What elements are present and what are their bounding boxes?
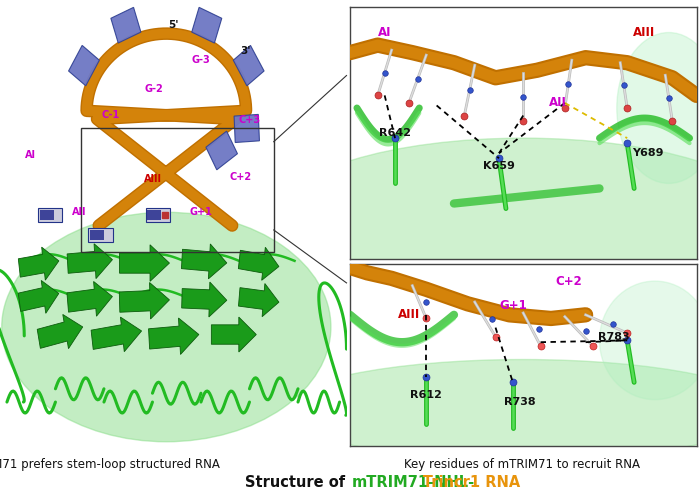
Text: mTRIM71-NHL-: mTRIM71-NHL- [351, 475, 475, 490]
FancyArrow shape [120, 245, 169, 282]
Text: R642: R642 [379, 128, 411, 138]
Text: Key residues of mTRIM71 to recruit RNA: Key residues of mTRIM71 to recruit RNA [403, 458, 640, 471]
Text: AIII: AIII [398, 308, 420, 321]
Polygon shape [146, 208, 170, 222]
Text: AI: AI [378, 26, 391, 39]
Polygon shape [234, 114, 260, 142]
Text: AI: AI [25, 150, 36, 160]
Text: Y689: Y689 [632, 148, 664, 158]
Ellipse shape [1, 212, 331, 442]
Polygon shape [234, 114, 260, 142]
Polygon shape [192, 7, 222, 43]
FancyArrow shape [67, 282, 113, 316]
Polygon shape [111, 7, 141, 43]
Text: AIII: AIII [634, 26, 656, 39]
Ellipse shape [281, 138, 700, 289]
Polygon shape [69, 45, 99, 86]
FancyArrow shape [91, 317, 141, 352]
Ellipse shape [599, 281, 700, 400]
FancyArrow shape [18, 281, 59, 314]
Ellipse shape [281, 359, 700, 460]
Text: 3': 3' [241, 46, 251, 56]
Polygon shape [69, 45, 99, 86]
Text: 5': 5' [168, 20, 178, 30]
Polygon shape [111, 7, 141, 43]
Polygon shape [233, 45, 264, 86]
Polygon shape [206, 131, 237, 170]
Polygon shape [192, 7, 222, 43]
Text: R612: R612 [410, 390, 442, 400]
Bar [81, 129, 274, 252]
Ellipse shape [617, 33, 700, 183]
Text: Structure of: Structure of [245, 475, 350, 490]
Text: C+3: C+3 [239, 115, 260, 125]
Polygon shape [40, 210, 54, 220]
Text: AIII: AIII [144, 174, 162, 184]
Text: Trincr1 RNA: Trincr1 RNA [351, 475, 521, 490]
Polygon shape [88, 228, 113, 242]
Text: R738: R738 [504, 397, 536, 407]
FancyArrow shape [182, 282, 227, 317]
FancyArrow shape [18, 247, 59, 280]
Text: G+1: G+1 [499, 299, 526, 312]
FancyArrow shape [181, 244, 227, 279]
Text: AII: AII [72, 208, 87, 217]
Text: G+1: G+1 [190, 208, 212, 217]
FancyArrow shape [37, 315, 83, 349]
Text: K659: K659 [483, 161, 515, 171]
Polygon shape [90, 230, 104, 240]
FancyArrow shape [119, 282, 169, 319]
FancyArrow shape [148, 318, 199, 354]
Text: G-2: G-2 [145, 84, 164, 94]
Text: C-1: C-1 [102, 110, 120, 120]
Text: C+2: C+2 [230, 172, 252, 182]
Polygon shape [38, 208, 62, 222]
Polygon shape [147, 210, 161, 220]
FancyArrow shape [238, 247, 279, 281]
Text: AII: AII [549, 97, 567, 109]
FancyArrow shape [211, 317, 256, 352]
FancyArrow shape [239, 283, 279, 317]
FancyArrow shape [67, 244, 113, 279]
Text: G-3: G-3 [192, 55, 210, 65]
Text: mTRIM71 prefers stem-loop structured RNA: mTRIM71 prefers stem-loop structured RNA [0, 458, 220, 471]
Polygon shape [233, 45, 264, 86]
Polygon shape [206, 131, 237, 170]
Text: R783: R783 [598, 332, 629, 342]
Text: C+2: C+2 [555, 276, 582, 288]
